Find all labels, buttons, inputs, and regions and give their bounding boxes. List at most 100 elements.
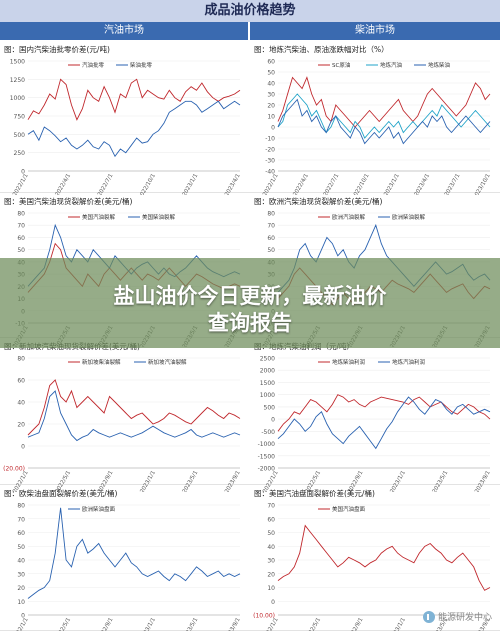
series-line [27,379,241,436]
y-tick-label: 30 [267,92,275,99]
x-tick-label: 2022/4/1 [292,173,310,195]
x-tick-label: 2022/10/1 [351,173,370,195]
x-tick-label: 2023/1/1 [383,173,401,195]
chart-svg: 0 250 500 750 1000 1250 1500 2022/1/1 2022/4/1 20… [10,59,242,196]
chart-svg: 25002000150010005000-500-1000-1500-20002… [258,356,492,493]
chart-panel-c2: 图：地炼汽柴油、原油涨跌幅对比（%） 60 50 40 30 20 10 0 -10 -20 -30… [250,41,500,196]
legend-label: 柴油批零 [130,61,153,69]
y-tick-label: 750 [14,114,26,121]
series-line [277,93,491,139]
y-tick-label: 70 [17,223,25,230]
y-tick-label: 1250 [10,77,25,84]
chart-title: 图：欧洲汽柴油现货裂解价差(美元/桶) [254,197,383,206]
y-tick-label: 1000 [260,392,275,399]
legend-label: 新加坡柴油裂解 [82,358,121,366]
y-tick-label: 40 [17,558,25,565]
series-line [277,98,491,145]
y-tick-label: -500 [261,429,275,436]
y-tick-label: 1500 [10,59,25,66]
x-tick-label: 2022/4/1 [55,173,73,195]
legend-label: 欧洲汽油裂解 [332,213,366,221]
chart-panel-c1: 图：国内汽柴油批零价差(元/吨) 0 250 500 750 1000 1250 1500 20… [0,41,250,196]
x-tick-label: 2023/5/1 [182,617,200,631]
legend-label: 美国柴油裂解 [142,213,176,221]
chart-title: 图：国内汽柴油批零价差(元/吨) [4,45,110,54]
chart-title: 图：欧柴油盘面裂解价差(美元/桶) [4,489,118,498]
x-tick-label: 2022/1/1 [262,173,280,195]
y-tick-label: 60 [267,59,275,66]
y-tick-label: 10 [267,585,275,592]
watermark: 能源研发中心 [422,610,492,623]
chart-panel-c6: 图：地炼汽柴油利润（元/吨）25002000150010005000-500-1… [250,338,500,492]
y-tick-label: -40 [265,169,275,176]
series-line [277,76,491,128]
series-line [27,507,241,599]
chart-panel-c7: 图：欧柴油盘面裂解价差(美元/桶) 80 70 60 50 40 30 20 10 0 2022/1… [0,485,250,631]
y-tick-label: 60 [17,530,25,537]
chart-panel-c8: 图：美国汽油盘面裂解价差(美元/桶) 70 60 50 40 30 20 10 0 (10.00)… [250,485,500,631]
y-tick-label: 10 [267,114,275,121]
y-tick-label: -2000 [258,466,276,473]
x-tick-label: 2023/9/1 [224,617,242,631]
y-tick-label: 70 [267,223,275,230]
chart-title: 图：地炼汽柴油、原油涨跌幅对比（%） [254,45,389,54]
y-tick-label: 80 [17,356,25,363]
y-tick-label: 50 [17,247,25,254]
y-tick-label: 80 [17,503,25,510]
y-tick-label: 80 [17,211,25,218]
y-tick-label: 60 [267,235,275,242]
y-tick-label: 1500 [260,380,275,387]
legend-label: SC原油 [332,61,351,69]
x-tick-label: 2023/1/1 [389,617,407,631]
x-tick-label: 2022/7/1 [97,173,115,195]
y-tick-label: 250 [14,150,26,157]
diesel-market-header: 柴油市场 [250,22,500,40]
y-tick-label: 0 [271,417,275,424]
y-tick-label: 60 [267,516,275,523]
x-tick-label: 2022/9/1 [97,617,115,631]
legend-label: 地炼柴油利润 [332,358,366,366]
x-tick-label: 2022/7/1 [323,173,341,195]
y-tick-label: 2000 [260,368,275,375]
title-banner [0,258,500,348]
legend-label: 新加坡汽油裂解 [148,358,187,366]
y-tick-label: -10 [265,136,275,143]
y-tick-label: 40 [267,544,275,551]
y-tick-label: 50 [267,70,275,77]
y-tick-label: -20 [265,147,275,154]
y-tick-label: 70 [267,503,275,510]
main-title: 成品油价格趋势 [0,0,500,22]
chart-title: 图：美国汽油盘面裂解价差(美元/桶) [254,489,375,498]
y-tick-label: 50 [267,530,275,537]
x-tick-label: 2023/7/1 [444,173,462,195]
y-tick-label: 0 [21,613,25,620]
y-tick-label: 40 [267,81,275,88]
series-line [27,100,241,158]
y-tick-label: 20 [267,571,275,578]
series-line [27,390,241,442]
y-tick-label: 20 [267,103,275,110]
banner-title-line1: 盐山油价今日更新，最新油价 [113,284,387,308]
y-tick-label: 30 [267,558,275,565]
y-tick-label: 80 [267,211,275,218]
legend-label: 地炼汽油 [380,61,403,69]
y-tick-label: 10 [17,599,25,606]
y-tick-label: 20 [17,422,25,429]
x-tick-label: 2023/1/1 [139,617,157,631]
y-tick-label: 50 [17,544,25,551]
wechat-icon [422,610,435,623]
x-tick-label: 2022/10/1 [138,173,157,195]
y-tick-label: 60 [17,235,25,242]
y-tick-label: -1500 [258,453,276,460]
series-line [277,394,491,432]
y-tick-label: 0 [21,169,25,176]
x-tick-label: 2022/5/1 [305,617,323,631]
y-tick-label: (20.00) [3,466,25,473]
y-tick-label: 500 [264,404,276,411]
chart-panel-c5: 图：新加坡汽柴油现货裂解价差(美元/桶)806040200(20.00)2022… [0,338,250,492]
y-tick-label: 0 [271,599,275,606]
x-tick-label: 2022/1/1 [12,173,30,195]
